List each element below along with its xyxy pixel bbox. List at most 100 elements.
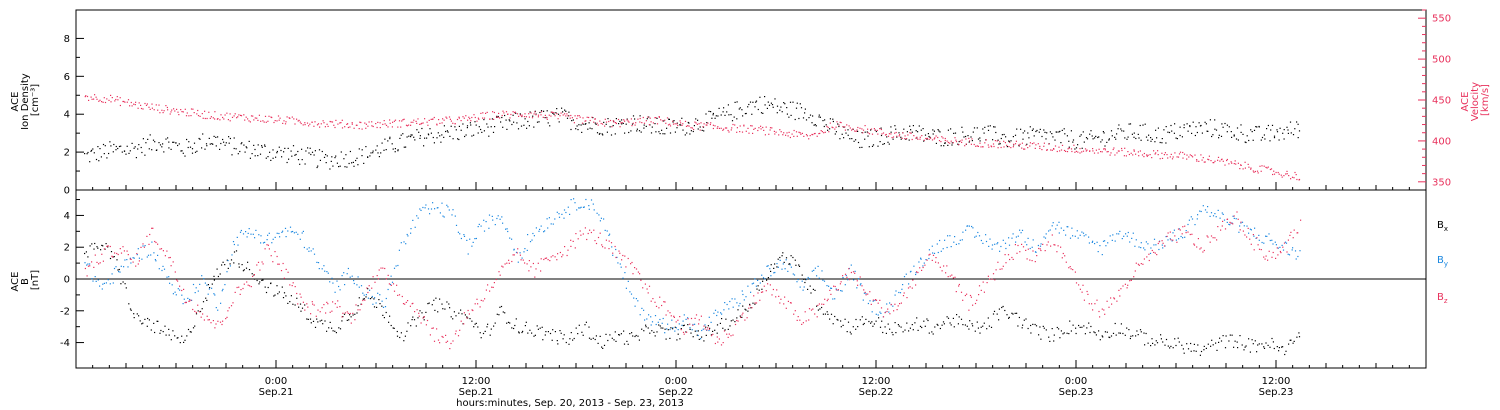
by-series-point: [803, 286, 805, 288]
bx-series-point: [986, 328, 988, 330]
by-series-point: [932, 252, 934, 254]
velocity-series-point: [492, 111, 494, 113]
by-series-point: [606, 230, 608, 232]
density-series-point: [601, 133, 603, 135]
velocity-series-point: [405, 124, 408, 126]
velocity-series-point: [236, 117, 238, 119]
by-series-point: [770, 275, 772, 277]
density-series-point: [1063, 128, 1065, 130]
bx-series-point: [998, 319, 1000, 321]
bz-series-point: [887, 308, 889, 310]
bz-series-point: [152, 227, 154, 229]
bz-series-point: [250, 286, 252, 288]
bz-series-point: [498, 271, 500, 273]
bz-series-point: [357, 309, 359, 311]
by-series-point: [353, 282, 355, 285]
bx-series-point: [1263, 347, 1266, 349]
density-series-point: [995, 131, 997, 134]
by-series-point: [179, 289, 181, 291]
velocity-series-point: [728, 131, 730, 133]
velocity-series-point: [1061, 144, 1064, 146]
velocity-series-point: [896, 135, 898, 137]
velocity-series-point: [106, 98, 108, 100]
by-series-point: [181, 294, 183, 296]
bz-series-point: [154, 240, 156, 243]
bx-series-point: [310, 322, 312, 324]
bx-series-point: [829, 318, 831, 320]
density-series-point: [1228, 126, 1230, 128]
density-series-point: [1123, 130, 1125, 132]
density-series-point: [469, 122, 471, 124]
bx-series-point: [868, 320, 870, 323]
bz-series-point: [714, 342, 716, 345]
velocity-series-point: [1295, 174, 1297, 176]
bx-series-point: [458, 312, 460, 314]
by-series-point: [1202, 205, 1204, 207]
bz-series-point: [559, 251, 561, 254]
velocity-series-point: [585, 120, 587, 122]
by-series-point: [155, 260, 157, 262]
bx-series-point: [165, 334, 167, 336]
velocity-series-point: [446, 117, 448, 119]
bz-series-point: [793, 313, 795, 315]
bx-series-point: [307, 318, 309, 320]
density-series-point: [129, 150, 131, 152]
bz-series-point: [142, 243, 144, 245]
legend-by-base: B: [1437, 255, 1444, 266]
velocity-series-point: [1291, 176, 1294, 178]
density-series-point: [1230, 131, 1232, 133]
bz-series-point: [1032, 250, 1034, 252]
density-series-point: [110, 145, 112, 147]
bz-series-point: [238, 286, 240, 288]
density-series-point: [313, 154, 315, 156]
bx-series-point: [399, 336, 401, 339]
velocity-series-point: [1237, 162, 1239, 164]
bx-series-point: [882, 331, 884, 334]
density-series-point: [728, 114, 730, 116]
velocity-series-point: [1063, 149, 1066, 152]
by-series-point: [1268, 233, 1270, 235]
by-series-point: [146, 256, 148, 258]
density-series-point: [739, 107, 741, 109]
bz-series-point: [1172, 239, 1174, 241]
bz-series-point: [1061, 257, 1063, 259]
velocity-series-point: [1112, 148, 1114, 151]
velocity-series-point: [990, 145, 992, 147]
by-series-point: [817, 265, 819, 267]
bz-series-point: [964, 294, 966, 297]
density-series-point: [446, 130, 448, 132]
bz-series-point: [155, 241, 157, 244]
bx-series-point: [1276, 346, 1278, 348]
bx-series-point: [745, 309, 747, 311]
velocity-series-point: [1116, 152, 1118, 154]
by-series-point: [1235, 218, 1237, 220]
velocity-series-point: [630, 118, 632, 120]
bx-series-point: [544, 334, 546, 336]
by-series-point: [643, 309, 645, 311]
bz-series-point: [1157, 242, 1159, 245]
by-series-point: [600, 217, 602, 219]
by-series-point: [894, 294, 896, 296]
velocity-series-point: [937, 136, 939, 139]
density-series-point: [788, 116, 790, 118]
velocity-series-point: [311, 121, 313, 123]
by-series-point: [689, 327, 691, 329]
density-series-point: [622, 122, 624, 124]
bx-series-point: [1093, 331, 1095, 333]
bz-series-point: [810, 309, 813, 311]
density-series-point: [314, 150, 316, 152]
velocity-series-point: [626, 119, 628, 121]
bx-series-point: [1060, 330, 1062, 332]
velocity-series-point: [1210, 160, 1212, 162]
density-series-point: [1155, 129, 1157, 131]
by-series-point: [429, 213, 431, 215]
by-series-point: [835, 288, 837, 290]
density-series-point: [552, 112, 554, 114]
by-series-point: [988, 245, 990, 247]
bz-series-point: [1179, 229, 1181, 231]
density-series-point: [99, 148, 101, 150]
velocity-series-point: [1010, 147, 1012, 149]
density-series-point: [906, 131, 908, 133]
by-series-point: [1265, 235, 1267, 237]
bx-series-point: [138, 315, 140, 317]
